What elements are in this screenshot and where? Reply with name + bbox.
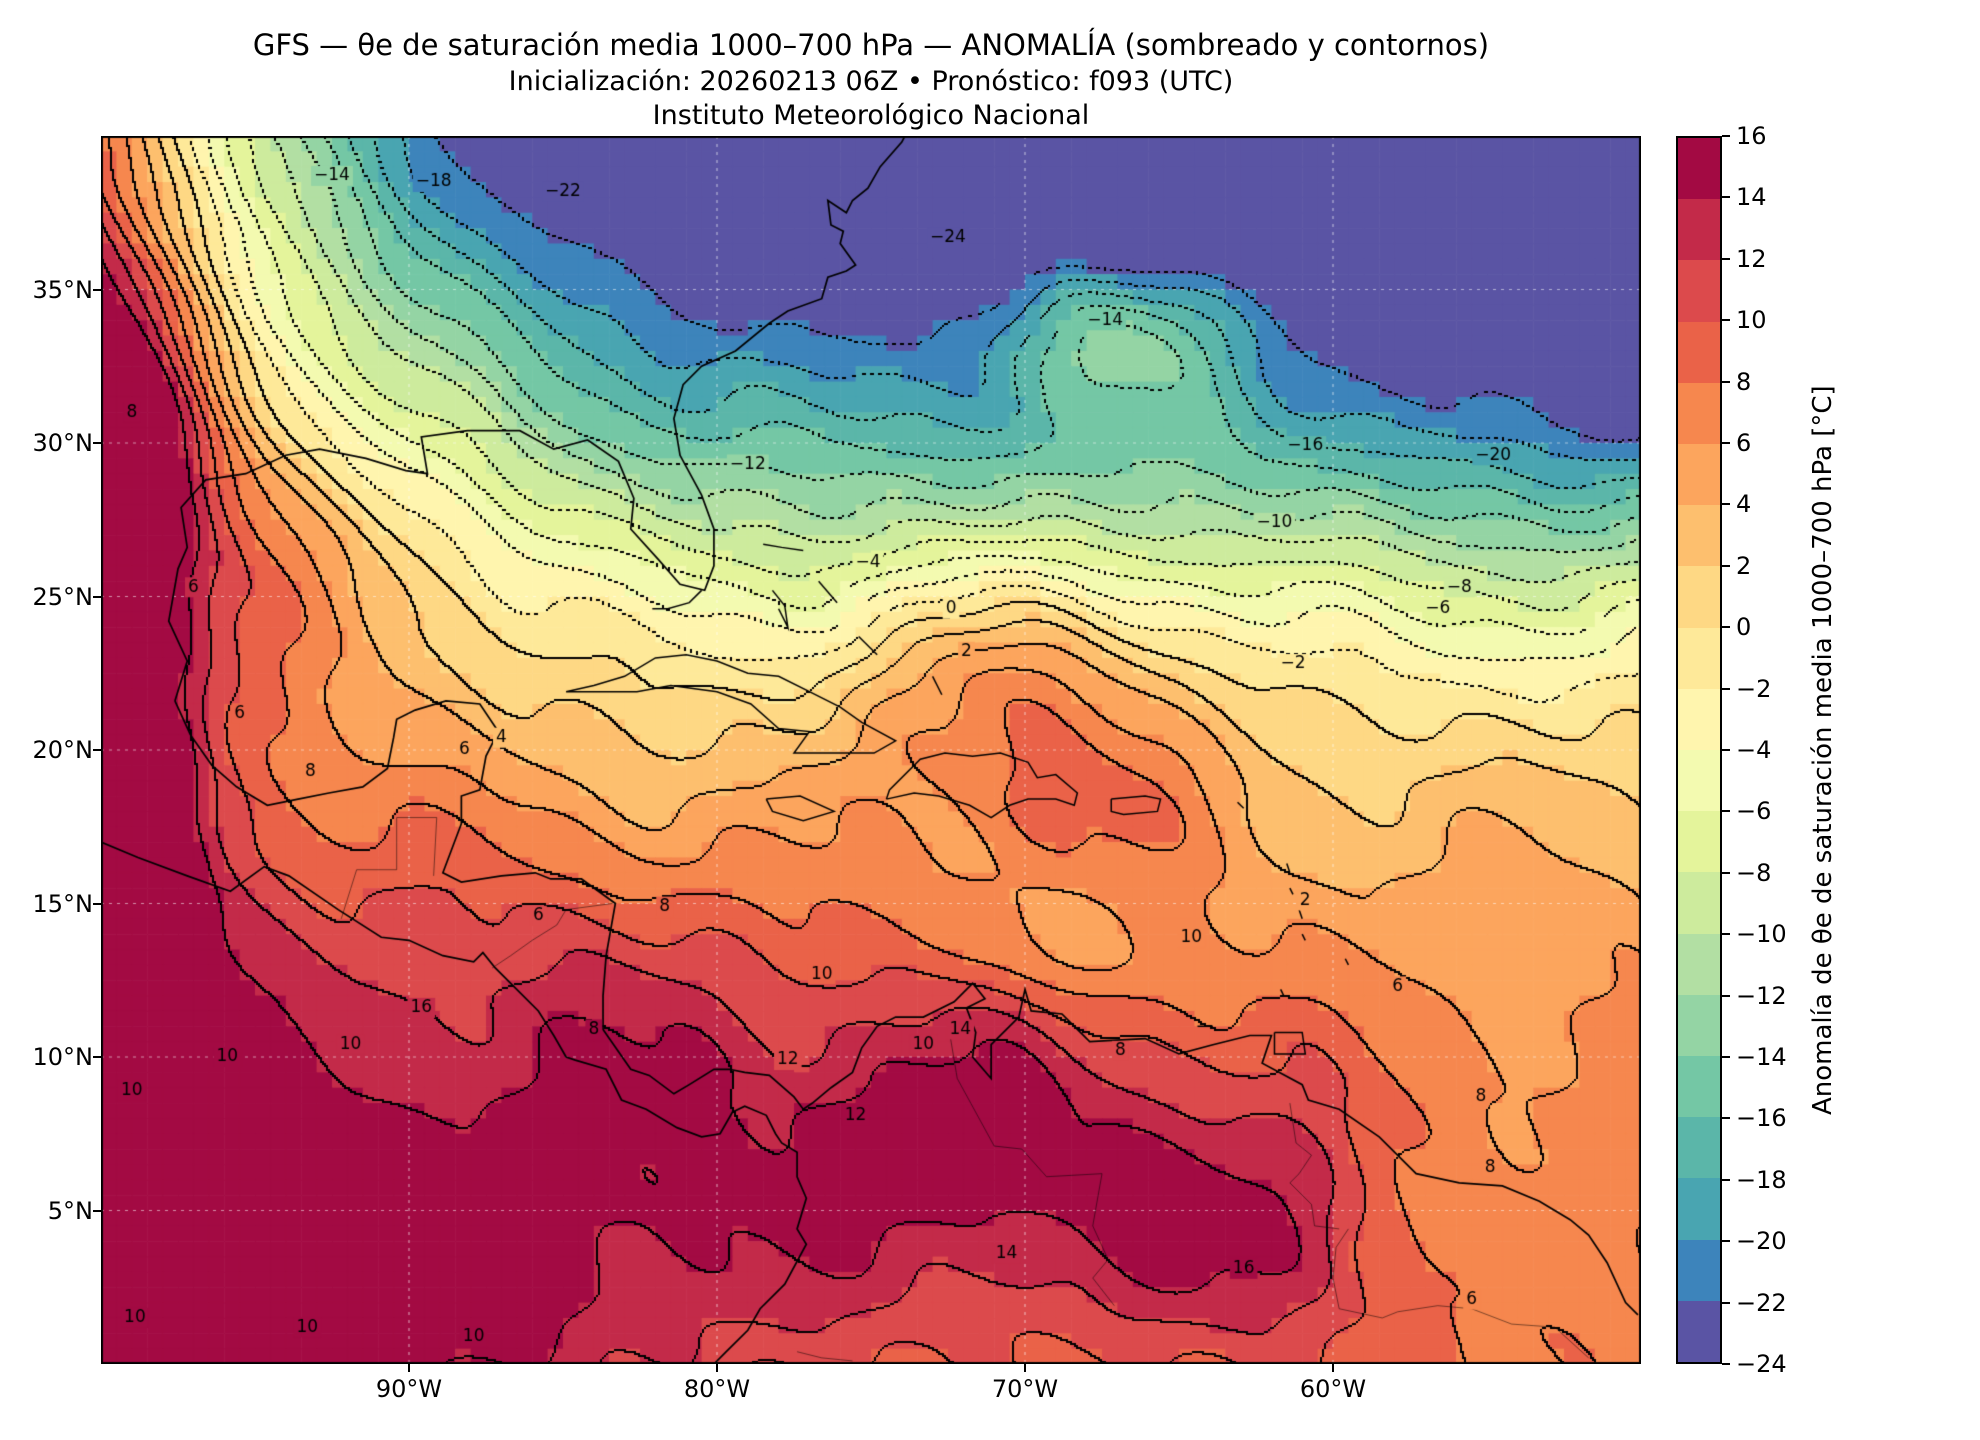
colorbar-cell [1678, 321, 1720, 383]
colorbar-cell [1678, 1178, 1720, 1240]
colorbar-cell [1678, 505, 1720, 567]
y-tick-mark [93, 288, 101, 291]
colorbar-tick--4: −4 [1736, 736, 1772, 764]
colorbar-tick-mark [1722, 1056, 1730, 1058]
colorbar-tick--14: −14 [1736, 1043, 1787, 1071]
y-tick-label-30: 30°N [32, 429, 94, 457]
x-tick-mark [1024, 1364, 1026, 1372]
x-tick-mark [716, 1364, 718, 1372]
colorbar-tick--16: −16 [1736, 1104, 1787, 1133]
x-tick-mark [408, 1364, 410, 1372]
colorbar-cell [1678, 933, 1720, 995]
colorbar-tick-mark [1722, 1301, 1730, 1304]
colorbar-tick--6: −6 [1736, 797, 1772, 826]
colorbar-cell [1678, 1056, 1720, 1118]
colorbar-tick-mark [1722, 626, 1730, 629]
colorbar-cell [1678, 444, 1720, 506]
colorbar-cell [1678, 627, 1720, 689]
colorbar-cell [1678, 566, 1720, 628]
colorbar-cell [1678, 199, 1720, 261]
y-tick-mark [93, 442, 101, 444]
colorbar-tick-mark [1722, 564, 1730, 567]
colorbar-tick-mark [1722, 687, 1730, 690]
colorbar-cell [1678, 382, 1720, 445]
chart-subtitle-institution: Instituto Meteorológico Nacional [652, 100, 1090, 131]
y-tick-label-25: 25°N [32, 582, 94, 611]
y-tick-label-15: 15°N [32, 889, 94, 918]
colorbar-cell [1678, 994, 1720, 1057]
colorbar-tick-mark [1722, 257, 1730, 260]
colorbar-tick--22: −22 [1736, 1288, 1787, 1317]
colorbar-tick-16: 16 [1736, 122, 1767, 150]
x-tick-label-90: 90°W [375, 1375, 443, 1403]
x-tick-label-80: 80°W [683, 1375, 751, 1403]
y-tick-mark [93, 1209, 101, 1212]
colorbar-tick-mark [1722, 135, 1730, 137]
colorbar-tick-mark [1722, 442, 1730, 444]
colorbar-tick-14: 14 [1736, 183, 1767, 212]
colorbar-tick--2: −2 [1736, 674, 1772, 703]
colorbar-tick-mark [1722, 319, 1730, 322]
x-tick-label-70: 70°W [991, 1375, 1059, 1403]
colorbar-tick--10: −10 [1736, 920, 1787, 949]
colorbar-tick-mark [1722, 380, 1730, 383]
colorbar-tick-mark [1722, 933, 1730, 936]
colorbar-tick-mark [1722, 1363, 1730, 1365]
colorbar-tick--12: −12 [1736, 981, 1787, 1010]
x-tick-label-60: 60°W [1299, 1375, 1367, 1403]
colorbar-cell [1678, 260, 1720, 322]
colorbar-tick-8: 8 [1736, 367, 1752, 396]
colorbar-tick-mark [1722, 871, 1730, 874]
colorbar-tick--8: −8 [1736, 858, 1772, 887]
colorbar-tick-12: 12 [1736, 244, 1767, 273]
y-tick-mark [93, 902, 101, 905]
colorbar-tick-mark [1722, 1178, 1730, 1181]
colorbar-cell [1678, 811, 1720, 873]
y-tick-label-10: 10°N [32, 1043, 94, 1071]
colorbar-tick-0: 0 [1736, 613, 1752, 642]
map-canvas [101, 136, 1641, 1364]
y-tick-mark [93, 749, 101, 751]
chart-title: GFS — θe de saturación media 1000–700 hP… [252, 28, 1490, 62]
colorbar-tick--20: −20 [1736, 1227, 1787, 1256]
colorbar-cell [1678, 1239, 1720, 1301]
colorbar-tick-mark [1722, 749, 1730, 751]
colorbar-tick-mark [1722, 994, 1730, 997]
colorbar-cell [1678, 750, 1720, 812]
colorbar-tick-4: 4 [1736, 490, 1752, 519]
chart-subtitle-init-forecast: Inicialización: 20260213 06Z • Pronóstic… [508, 66, 1234, 97]
y-tick-mark [93, 1056, 101, 1058]
colorbar [1676, 136, 1722, 1364]
x-tick-mark [1332, 1364, 1334, 1372]
colorbar-tick-10: 10 [1736, 306, 1767, 335]
colorbar-tick-6: 6 [1736, 429, 1752, 457]
y-tick-label-20: 20°N [32, 736, 94, 764]
y-tick-mark [93, 595, 101, 598]
colorbar-cell [1678, 872, 1720, 934]
colorbar-tick--18: −18 [1736, 1165, 1787, 1194]
colorbar-tick-2: 2 [1736, 551, 1752, 580]
colorbar-cell [1678, 1300, 1720, 1363]
y-tick-label-5: 5°N [47, 1196, 93, 1225]
colorbar-tick-mark [1722, 196, 1730, 199]
colorbar-tick-mark [1722, 1240, 1730, 1243]
y-tick-label-35: 35°N [32, 275, 94, 304]
colorbar-tick-mark [1722, 810, 1730, 813]
colorbar-cell [1678, 1117, 1720, 1179]
colorbar-tick-mark [1722, 503, 1730, 506]
colorbar-cell [1678, 688, 1720, 751]
colorbar-cell [1678, 138, 1720, 200]
colorbar-tick--24: −24 [1736, 1350, 1787, 1378]
colorbar-tick-mark [1722, 1117, 1730, 1120]
